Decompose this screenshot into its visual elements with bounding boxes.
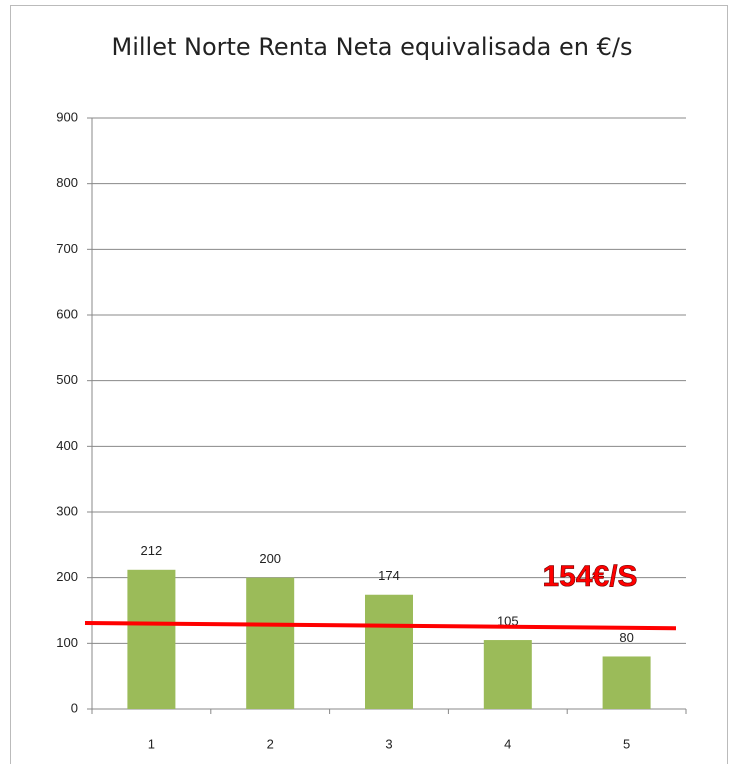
x-tick-label: 3 — [385, 736, 392, 751]
x-tick-label: 5 — [623, 736, 630, 751]
y-tick-label: 100 — [56, 635, 78, 650]
y-tick-label: 800 — [56, 175, 78, 190]
y-tick-label: 400 — [56, 438, 78, 453]
y-tick-label: 0 — [71, 700, 78, 715]
bar — [483, 640, 532, 709]
data-label: 80 — [619, 630, 633, 645]
reference-line — [84, 620, 677, 631]
y-tick-label: 500 — [56, 372, 78, 387]
x-tick-label: 4 — [504, 736, 511, 751]
y-tick-label: 600 — [56, 306, 78, 321]
bar — [127, 569, 176, 709]
y-tick-label: 300 — [56, 503, 78, 518]
chart-frame — [10, 5, 728, 764]
chart-title: Millet Norte Renta Neta equivalisada en … — [112, 33, 633, 61]
annotation: 154€/S — [542, 560, 637, 593]
y-tick-label: 700 — [56, 241, 78, 256]
x-tick-label: 2 — [267, 736, 274, 751]
y-tick-label: 900 — [56, 109, 78, 124]
data-label: 200 — [259, 551, 281, 566]
bar — [246, 577, 295, 709]
bar — [365, 594, 413, 709]
y-tick-label: 200 — [56, 569, 78, 584]
bar — [602, 656, 651, 709]
data-label: 174 — [378, 568, 400, 583]
x-tick-label: 1 — [148, 736, 155, 751]
data-label: 212 — [141, 543, 163, 558]
